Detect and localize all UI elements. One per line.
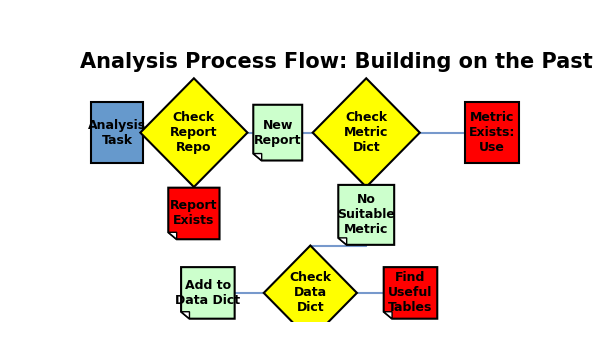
Polygon shape <box>168 232 177 239</box>
Text: New
Report: New Report <box>254 119 302 147</box>
Polygon shape <box>141 78 248 187</box>
Text: Add to
Data Dict: Add to Data Dict <box>175 279 240 307</box>
Polygon shape <box>338 238 347 245</box>
Text: Analysis Process Flow: Building on the Past: Analysis Process Flow: Building on the P… <box>80 52 593 72</box>
FancyBboxPatch shape <box>465 102 519 163</box>
Polygon shape <box>264 245 357 340</box>
Text: Metric
Exists:
Use: Metric Exists: Use <box>469 111 515 154</box>
Polygon shape <box>181 267 234 319</box>
Polygon shape <box>338 185 394 245</box>
Text: Analysis
Task: Analysis Task <box>88 119 146 147</box>
FancyBboxPatch shape <box>91 102 142 163</box>
Polygon shape <box>383 267 438 319</box>
Text: Check
Data
Dict: Check Data Dict <box>289 272 331 315</box>
Text: Check
Report
Repo: Check Report Repo <box>170 111 218 154</box>
Text: Report
Exists: Report Exists <box>170 199 218 227</box>
Polygon shape <box>253 105 302 160</box>
Text: Find
Useful
Tables: Find Useful Tables <box>388 272 433 315</box>
Polygon shape <box>168 188 219 239</box>
Text: No
Suitable
Metric: No Suitable Metric <box>337 193 395 236</box>
Polygon shape <box>253 153 261 160</box>
Text: Check
Metric
Dict: Check Metric Dict <box>344 111 388 154</box>
Polygon shape <box>383 312 392 319</box>
Polygon shape <box>181 312 189 319</box>
Polygon shape <box>313 78 419 187</box>
